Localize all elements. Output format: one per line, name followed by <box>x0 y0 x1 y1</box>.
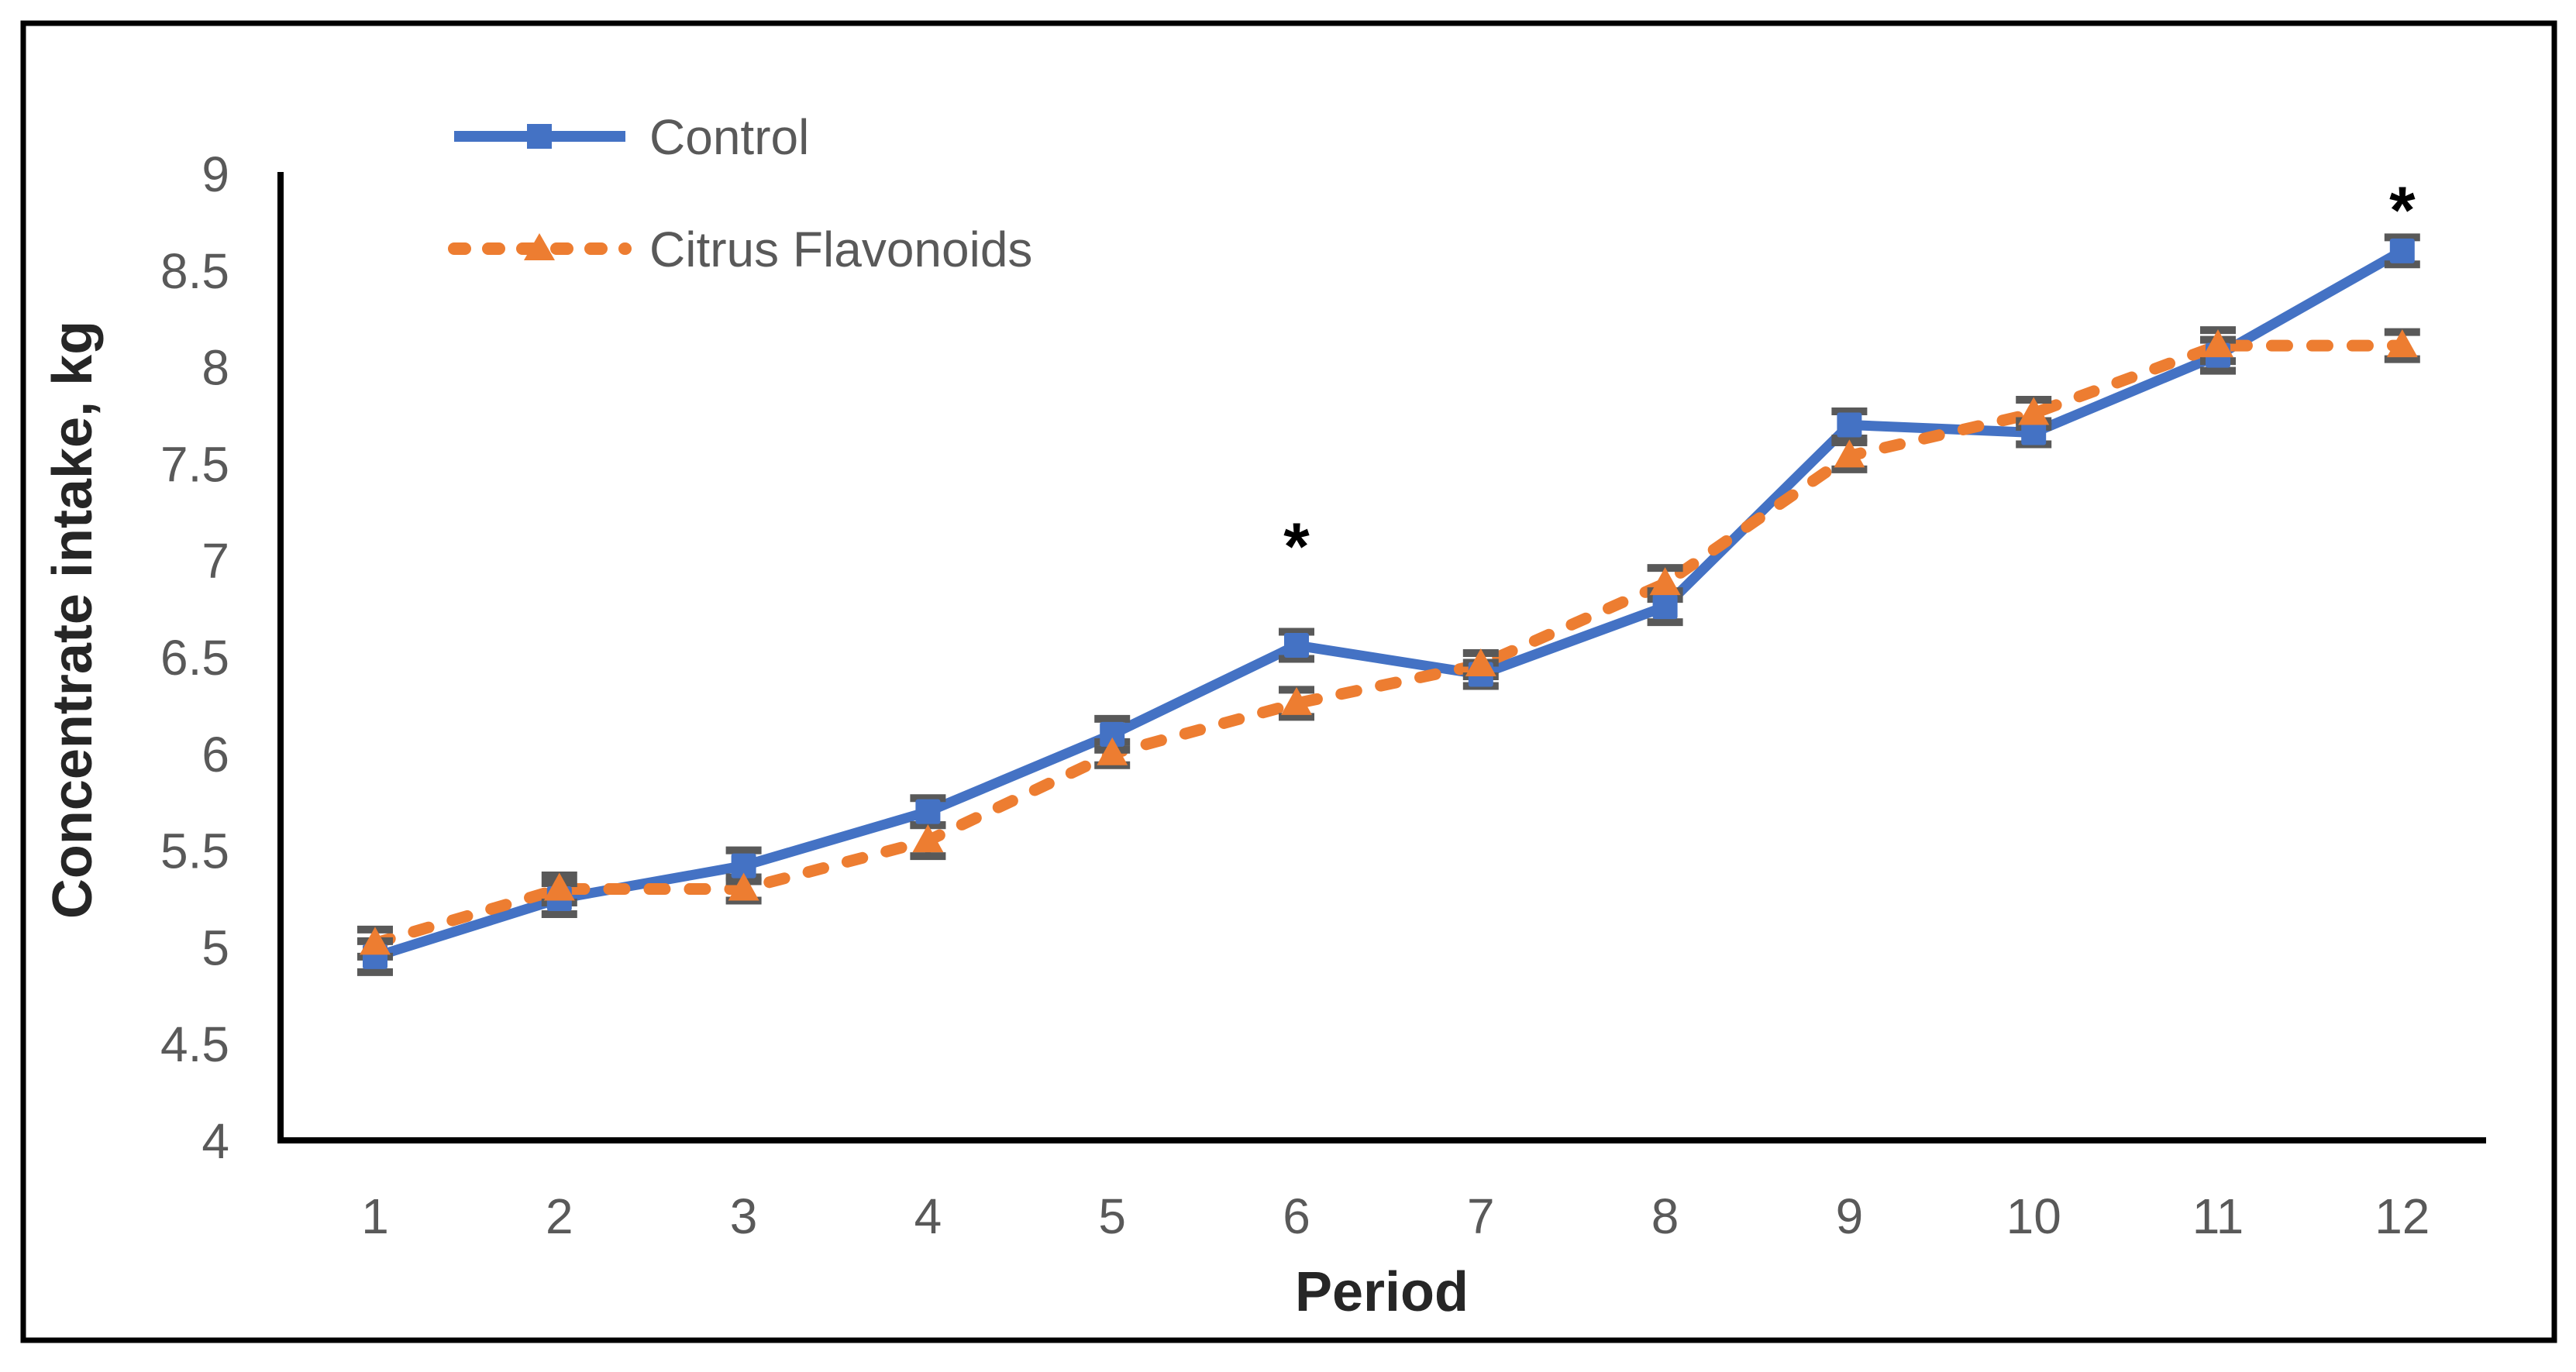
significance-asterisk: * <box>1283 510 1310 584</box>
data-series <box>357 233 2420 976</box>
legend-item-citrus-flavonoids: Citrus Flavonoids <box>448 222 1032 277</box>
citrus-flavonoids-data-point <box>2386 329 2418 358</box>
x-tick-label: 5 <box>1098 1188 1126 1244</box>
citrus-flavonoids-triangle-marker-icon <box>524 233 555 260</box>
y-axis-title: Concentrate intake, kg <box>42 321 104 919</box>
legend-label-citrus-flavonoids: Citrus Flavonoids <box>649 222 1032 277</box>
tick-labels: 44.555.566.577.588.591 2 3 4 5 6 7 8 9 10 11 12 <box>160 146 2430 1244</box>
citrus-flavonoids-data-point <box>2202 329 2233 358</box>
citrus-flavonoids-markers <box>360 329 2418 955</box>
x-tick-label: 6 <box>1283 1188 1310 1244</box>
y-tick-label: 6 <box>201 727 229 782</box>
x-axis-title: Period <box>1295 1261 1469 1323</box>
citrus-flavonoids-data-point <box>1097 737 1128 765</box>
y-tick-label: 5.5 <box>160 824 229 879</box>
y-tick-label: 6.5 <box>160 630 229 686</box>
x-tick-label: 1 <box>361 1188 389 1244</box>
axes <box>277 172 2486 1143</box>
x-tick-label: 7 <box>1467 1188 1495 1244</box>
control-data-point <box>2389 238 2415 263</box>
citrus-flavonoids-data-point <box>360 927 391 955</box>
y-tick-label: 4 <box>201 1113 229 1169</box>
y-tick-label: 9 <box>201 146 229 202</box>
control-data-point <box>1284 633 1309 658</box>
citrus-flavonoids-data-point <box>728 872 759 901</box>
x-tick-label: 9 <box>1836 1188 1864 1244</box>
control-data-point <box>731 853 756 879</box>
x-tick-label: 2 <box>546 1188 573 1244</box>
citrus-flavonoids-data-point <box>1834 439 1865 468</box>
legend-label-control: Control <box>649 109 809 165</box>
y-tick-label: 7.5 <box>160 436 229 492</box>
control-data-point <box>1100 721 1125 747</box>
control-series-line <box>370 246 2408 962</box>
citrus-flavonoids-data-point <box>543 872 575 901</box>
citrus-flavonoids-data-point <box>1649 567 1681 596</box>
control-error-bars <box>357 233 2420 976</box>
control-markers <box>363 238 2415 969</box>
y-tick-label: 5 <box>201 920 229 975</box>
y-tick-label: 4.5 <box>160 1016 229 1072</box>
x-tick-label: 8 <box>1651 1188 1679 1244</box>
y-tick-label: 7 <box>201 533 229 589</box>
control-data-point <box>915 799 941 824</box>
control-data-point <box>2021 420 2047 445</box>
y-tick-label: 8.5 <box>160 243 229 299</box>
figure-border <box>20 20 2557 1343</box>
x-tick-label: 11 <box>2192 1188 2244 1244</box>
x-tick-label: 10 <box>2006 1188 2061 1244</box>
control-data-point <box>1837 412 1862 438</box>
x-tick-label: 12 <box>2375 1188 2430 1244</box>
significance-annotations: ** <box>1283 174 2416 584</box>
control-data-point <box>1652 594 1678 620</box>
citrus-flavonoids-data-point <box>1465 648 1496 676</box>
y-tick-label: 8 <box>201 340 229 396</box>
legend: Control Citrus Flavonoids <box>448 109 1032 277</box>
x-tick-label: 3 <box>730 1188 758 1244</box>
significance-asterisk: * <box>2389 174 2416 248</box>
citrus-flavonoids-data-point <box>912 824 944 853</box>
citrus-flavonoids-series-line <box>369 339 2409 949</box>
x-tick-label: 4 <box>914 1188 942 1244</box>
control-square-marker-icon <box>527 124 552 149</box>
legend-item-control: Control <box>454 109 809 165</box>
citrus-flavonoids-error-bars <box>357 326 2420 961</box>
citrus-flavonoids-data-point <box>1281 686 1312 715</box>
citrus-flavonoids-data-point <box>2018 397 2050 425</box>
